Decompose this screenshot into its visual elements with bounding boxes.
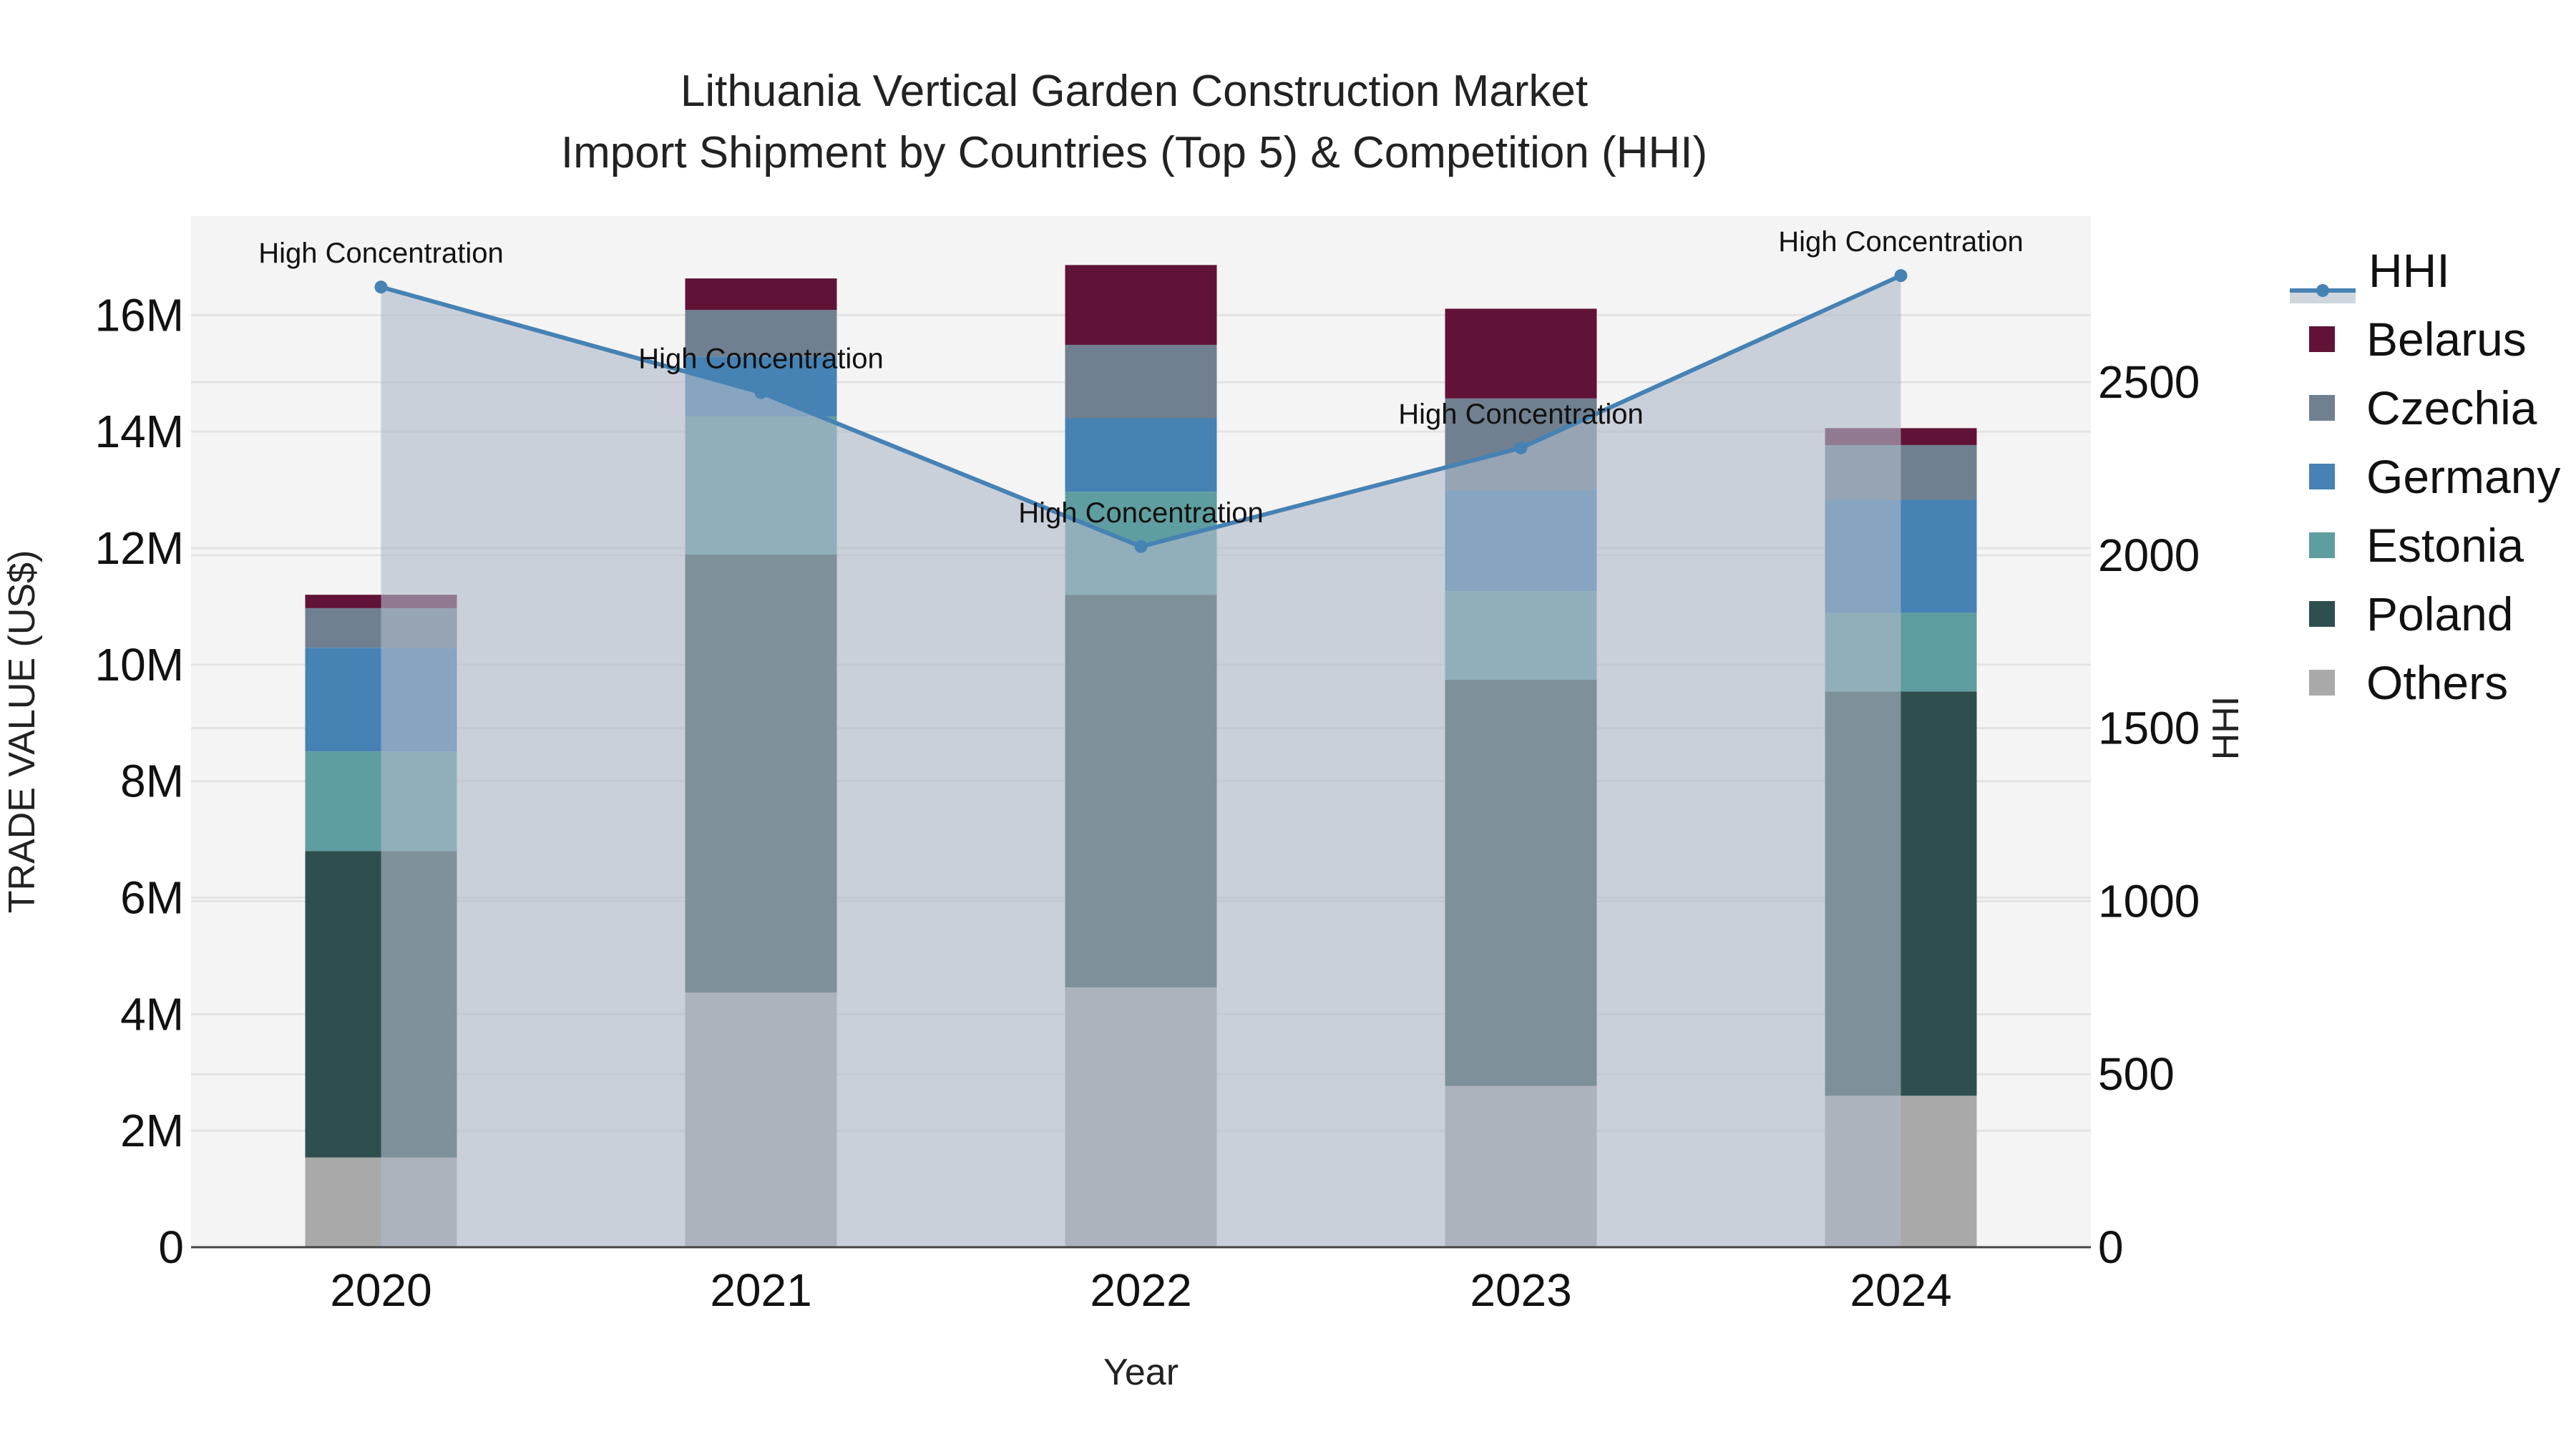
bar-segment-belarus[interactable] (1445, 308, 1597, 399)
color-swatch-icon (2309, 670, 2335, 696)
legend: HHI Belarus Czechia Germany Estonia Poland Oth… (2290, 236, 2560, 717)
bar-segment-germany[interactable] (1065, 418, 1217, 492)
legend-item-poland[interactable]: Poland (2290, 580, 2560, 648)
hhi-marker[interactable] (1134, 540, 1148, 553)
chart-title-line2: Import Shipment by Countries (Top 5) & C… (560, 128, 1708, 177)
y-right-tick-label: 500 (2098, 1048, 2175, 1100)
y-right-tick-label: 2500 (2098, 356, 2200, 408)
bar-segment-belarus[interactable] (685, 278, 837, 311)
legend-item-germany[interactable]: Germany (2290, 442, 2560, 511)
legend-label: Belarus (2366, 313, 2527, 366)
y-right-tick-label: 1000 (2098, 875, 2200, 927)
x-tick-label: 2024 (1850, 1264, 1951, 1316)
y-left-tick-label: 6M (120, 872, 184, 924)
color-swatch-icon (2309, 601, 2335, 627)
color-swatch-icon (2309, 532, 2335, 558)
color-swatch-icon (2309, 395, 2335, 421)
bar-segment-belarus[interactable] (1065, 265, 1217, 345)
x-tick-label: 2022 (1090, 1264, 1191, 1316)
x-tick-label: 2020 (330, 1264, 431, 1316)
color-swatch-icon (2309, 326, 2335, 352)
hhi-annotation: High Concentration (638, 343, 883, 375)
y-left-tick-label: 16M (95, 289, 185, 341)
y-left-tick-label: 10M (95, 639, 185, 691)
bar-segment-czechia[interactable] (1065, 344, 1217, 419)
legend-label: Czechia (2366, 381, 2537, 434)
y-right-tick-label: 1500 (2098, 703, 2200, 754)
legend-label: Poland (2366, 587, 2514, 640)
x-axis-title: Year (1103, 1352, 1179, 1393)
y-right-tick-label: 2000 (2098, 530, 2200, 581)
y-left-tick-label: 0 (158, 1221, 184, 1273)
y-right-axis-title: HHI (2205, 696, 2247, 761)
x-tick-label: 2021 (710, 1264, 811, 1316)
x-tick-label: 2023 (1470, 1264, 1571, 1316)
y-left-tick-label: 12M (95, 522, 185, 574)
legend-label: Germany (2366, 450, 2561, 503)
legend-item-czechia[interactable]: Czechia (2290, 374, 2560, 442)
y-left-tick-label: 2M (120, 1105, 184, 1156)
y-left-tick-label: 4M (120, 988, 184, 1040)
y-left-tick-label: 14M (95, 406, 185, 457)
hhi-annotation: High Concentration (1018, 497, 1263, 529)
legend-item-estonia[interactable]: Estonia (2290, 511, 2560, 580)
hhi-marker[interactable] (374, 280, 388, 294)
y-right-tick-label: 0 (2098, 1221, 2124, 1273)
legend-label: Others (2366, 656, 2509, 709)
hhi-area (381, 275, 1901, 1247)
line-marker-icon (2290, 260, 2356, 303)
hhi-marker[interactable] (1514, 441, 1528, 454)
legend-item-others[interactable]: Others (2290, 648, 2560, 717)
legend-label: Estonia (2366, 519, 2524, 572)
hhi-annotation: High Concentration (1398, 399, 1643, 430)
hhi-marker[interactable] (1894, 269, 1908, 283)
hhi-annotation: High Concentration (258, 238, 503, 269)
legend-item-hhi[interactable]: HHI (2290, 236, 2560, 305)
legend-item-belarus[interactable]: Belarus (2290, 305, 2560, 374)
bar-segment-czechia[interactable] (685, 310, 837, 357)
hhi-marker[interactable] (754, 386, 768, 399)
y-left-tick-label: 8M (120, 756, 184, 807)
legend-label: HHI (2368, 244, 2450, 297)
chart-title-line1: Lithuania Vertical Garden Construction M… (680, 67, 1589, 116)
color-swatch-icon (2309, 464, 2335, 489)
y-left-axis-title: TRADE VALUE (US$) (1, 550, 43, 914)
hhi-annotation: High Concentration (1778, 226, 2023, 258)
